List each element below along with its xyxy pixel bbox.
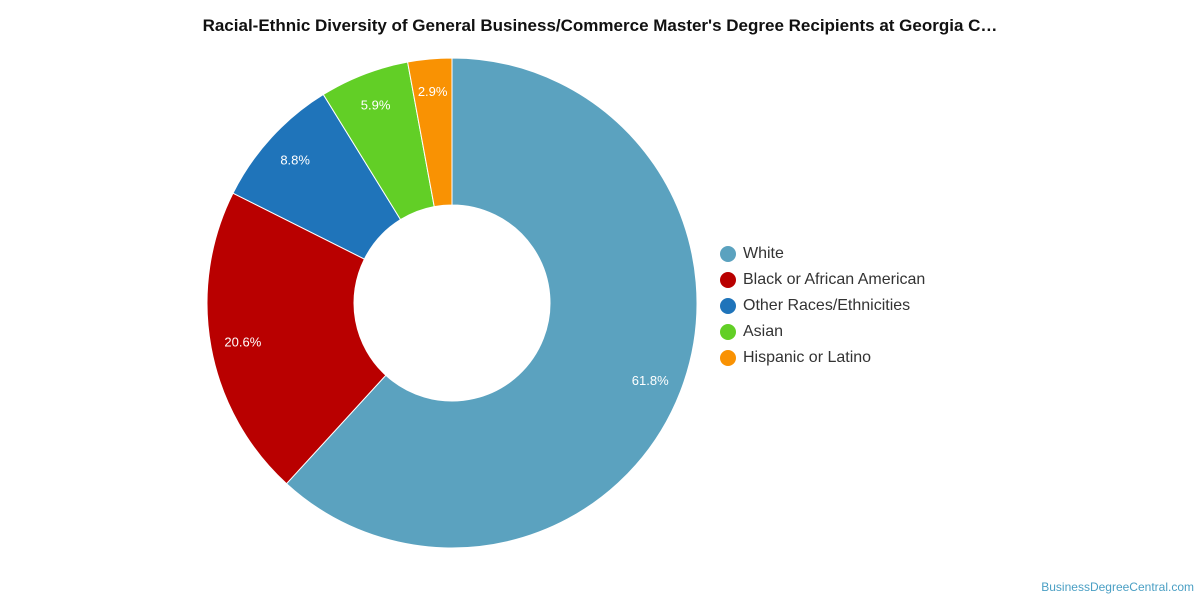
legend-label: Other Races/Ethnicities <box>743 297 911 314</box>
legend-item[interactable]: Hispanic or Latino <box>720 345 925 371</box>
legend-swatch <box>720 246 736 262</box>
legend-item[interactable]: Asian <box>720 319 925 345</box>
slice-value-label: 20.6% <box>224 335 261 350</box>
legend-label: Black or African American <box>743 271 926 288</box>
slice-value-label: 5.9% <box>361 98 391 113</box>
slice-labels: 61.8% 20.6% 8.8% 5.9% 2.9% <box>224 84 669 388</box>
legend-swatch <box>720 272 736 288</box>
slice-value-label: 8.8% <box>280 152 310 167</box>
chart-title: Racial-Ethnic Diversity of General Busin… <box>202 16 998 35</box>
legend-item[interactable]: Black or African American <box>720 267 925 293</box>
legend-swatch <box>720 324 736 340</box>
slice-value-label: 61.8% <box>632 373 669 388</box>
donut-slices <box>206 57 698 549</box>
legend-label: White <box>743 245 784 262</box>
legend-label: Asian <box>743 323 784 340</box>
source-credit[interactable]: BusinessDegreeCentral.com <box>1041 580 1194 594</box>
slice-white[interactable] <box>285 57 698 549</box>
legend-swatch <box>720 298 736 314</box>
slice-hispanic-or-latino[interactable] <box>407 57 453 208</box>
slice-value-label: 2.9% <box>418 84 448 99</box>
legend-item[interactable]: White <box>720 241 925 267</box>
legend-label: Hispanic or Latino <box>743 349 872 366</box>
legend-item[interactable]: Other Races/Ethnicities <box>720 293 925 319</box>
slice-black-or-african-american[interactable] <box>206 192 387 485</box>
legend-swatch <box>720 350 736 366</box>
chart-legend: White Black or African American Other Race… <box>720 241 925 371</box>
